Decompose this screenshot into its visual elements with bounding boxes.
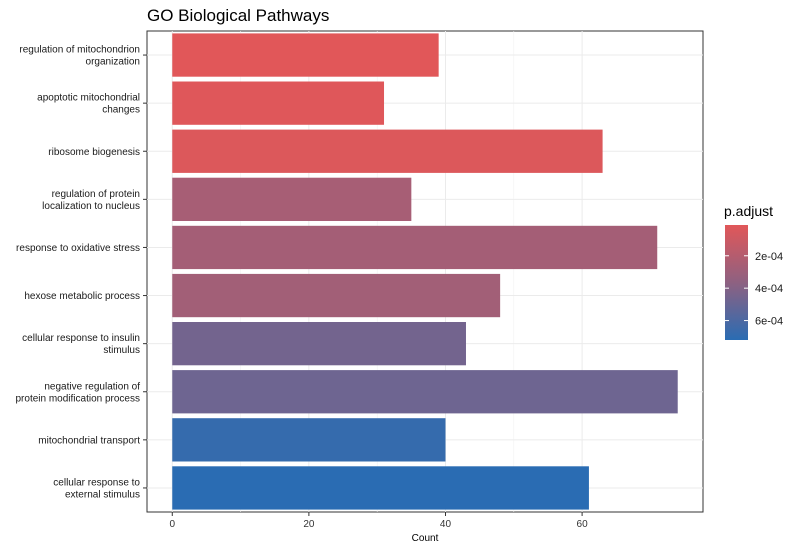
y-tick-label: mitochondrial transport — [38, 435, 140, 446]
y-tick-label: apoptotic mitochondrial — [37, 93, 140, 104]
y-tick-label: changes — [102, 105, 140, 116]
bar — [172, 129, 603, 173]
color-legend: p.adjust 2e-04 4e-04 6e-04 — [724, 203, 783, 340]
y-tick-label: protein modification process — [15, 393, 140, 404]
bar — [172, 81, 385, 125]
legend-colorbar — [725, 225, 748, 340]
bar — [172, 466, 589, 510]
y-tick-label: regulation of protein — [52, 189, 140, 200]
bar — [172, 177, 412, 221]
bar — [172, 33, 439, 77]
legend-title: p.adjust — [724, 203, 773, 219]
x-tick-label: 40 — [440, 519, 452, 530]
bars — [172, 33, 678, 510]
y-tick-label: localization to nucleus — [42, 201, 140, 212]
x-tick-label: 20 — [303, 519, 315, 530]
x-axis-label: Count — [412, 533, 439, 544]
x-tick-label: 60 — [577, 519, 589, 530]
y-tick-label: response to oxidative stress — [16, 243, 140, 254]
bar — [172, 418, 446, 462]
bar — [172, 225, 658, 270]
y-tick-label: stimulus — [103, 345, 140, 356]
bar — [172, 322, 466, 366]
chart-title: GO Biological Pathways — [147, 6, 329, 25]
bar — [172, 370, 678, 414]
y-tick-label: regulation of mitochondrion — [19, 45, 140, 56]
y-tick-label: ribosome biogenesis — [48, 147, 140, 158]
legend-tick-label: 4e-04 — [755, 283, 783, 295]
x-tick-label: 0 — [169, 519, 175, 530]
legend-tick-label: 6e-04 — [755, 316, 783, 328]
y-tick-label: hexose metabolic process — [24, 291, 140, 302]
legend-tick-label: 2e-04 — [755, 251, 783, 263]
y-tick-label: cellular response to — [53, 477, 140, 488]
legend-ticks: 2e-04 4e-04 6e-04 — [725, 251, 783, 328]
y-tick-label: external stimulus — [65, 489, 140, 500]
y-tick-label: organization — [86, 57, 140, 68]
y-tick-label: negative regulation of — [44, 381, 140, 392]
y-tick-label: cellular response to insulin — [22, 333, 140, 344]
bar — [172, 273, 501, 318]
x-axis-ticks: 0 20 40 60 — [169, 512, 588, 530]
